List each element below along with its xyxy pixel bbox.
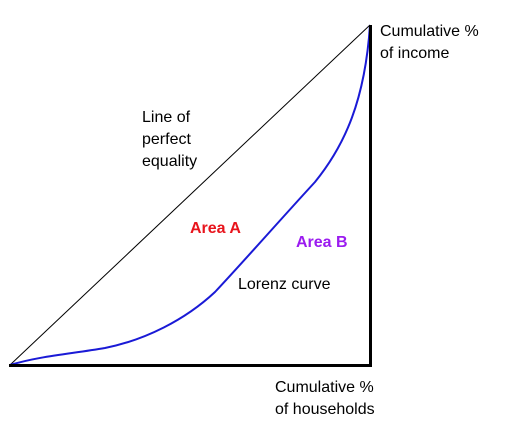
lorenz-curve bbox=[9, 24, 371, 366]
area-b-label: Area B bbox=[296, 234, 348, 251]
x-axis-label: Cumulative % bbox=[275, 379, 374, 396]
equality-label: equality bbox=[142, 153, 197, 170]
equality-label: perfect bbox=[142, 131, 191, 148]
y-axis-label: Cumulative % bbox=[380, 23, 479, 40]
equality-label: Line of bbox=[142, 109, 191, 126]
lorenz-label: Lorenz curve bbox=[238, 276, 331, 293]
equality-line bbox=[9, 24, 371, 366]
x-axis-label: of households bbox=[275, 401, 375, 418]
area-a-label: Area A bbox=[190, 220, 241, 237]
y-axis-label: of income bbox=[380, 45, 449, 62]
